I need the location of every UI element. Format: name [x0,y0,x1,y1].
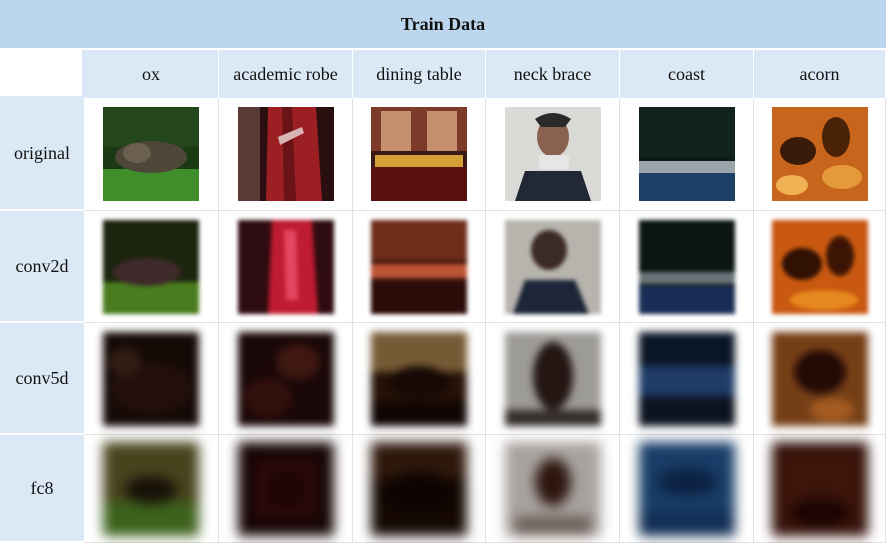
column-header-neck-brace: neck brace [486,50,620,98]
image-fc8-coast [620,435,754,543]
coast-conv2d-image [638,219,735,314]
image-original-acorn [754,98,886,211]
column-header-coast: coast [620,50,754,98]
column-header-acorn: acorn [754,50,886,98]
neck-brace-conv2d-image [504,219,601,314]
image-conv2d-ox [84,211,219,323]
image-original-coast [620,98,754,211]
image-fc8-neck-brace [486,435,620,543]
ox-conv5d-image [103,331,199,426]
acorn-fc8-image [771,441,868,536]
image-conv5d-academic-robe [219,323,353,435]
row-label-conv5d: conv5d [0,323,84,435]
image-conv2d-dining-table [353,211,486,323]
ox-fc8-image [103,441,199,536]
dining-table-conv5d-image [371,331,467,426]
image-fc8-academic-robe [219,435,353,543]
academic-robe-image [237,107,334,201]
ox-image [103,107,199,201]
corner-cell [0,50,84,98]
image-conv5d-dining-table [353,323,486,435]
coast-conv5d-image [638,331,735,426]
table-title: Train Data [0,0,886,50]
image-fc8-dining-table [353,435,486,543]
column-header-ox: ox [84,50,219,98]
neck-brace-fc8-image [504,441,601,536]
image-original-academic-robe [219,98,353,211]
ox-conv2d-image [103,219,199,314]
acorn-image [771,107,868,201]
image-conv2d-coast [620,211,754,323]
neck-brace-image [504,107,601,201]
row-label-fc8: fc8 [0,435,84,543]
academic-robe-conv5d-image [237,331,334,426]
image-conv5d-neck-brace [486,323,620,435]
image-original-neck-brace [486,98,620,211]
image-conv2d-neck-brace [486,211,620,323]
row-label-conv2d: conv2d [0,211,84,323]
image-conv2d-academic-robe [219,211,353,323]
image-original-ox [84,98,219,211]
dining-table-fc8-image [371,441,467,536]
row-label-original: original [0,98,84,211]
image-conv5d-acorn [754,323,886,435]
acorn-conv2d-image [771,219,868,314]
dining-table-conv2d-image [371,219,467,314]
academic-robe-conv2d-image [237,219,334,314]
image-conv5d-ox [84,323,219,435]
coast-image [638,107,735,201]
column-header-dining-table: dining table [353,50,486,98]
dining-table-image [371,107,467,201]
column-header-academic-robe: academic robe [219,50,353,98]
academic-robe-fc8-image [237,441,334,536]
image-original-dining-table [353,98,486,211]
image-fc8-ox [84,435,219,543]
coast-fc8-image [638,441,735,536]
neck-brace-conv5d-image [504,331,601,426]
image-fc8-acorn [754,435,886,543]
image-conv5d-coast [620,323,754,435]
image-conv2d-acorn [754,211,886,323]
acorn-conv5d-image [771,331,868,426]
